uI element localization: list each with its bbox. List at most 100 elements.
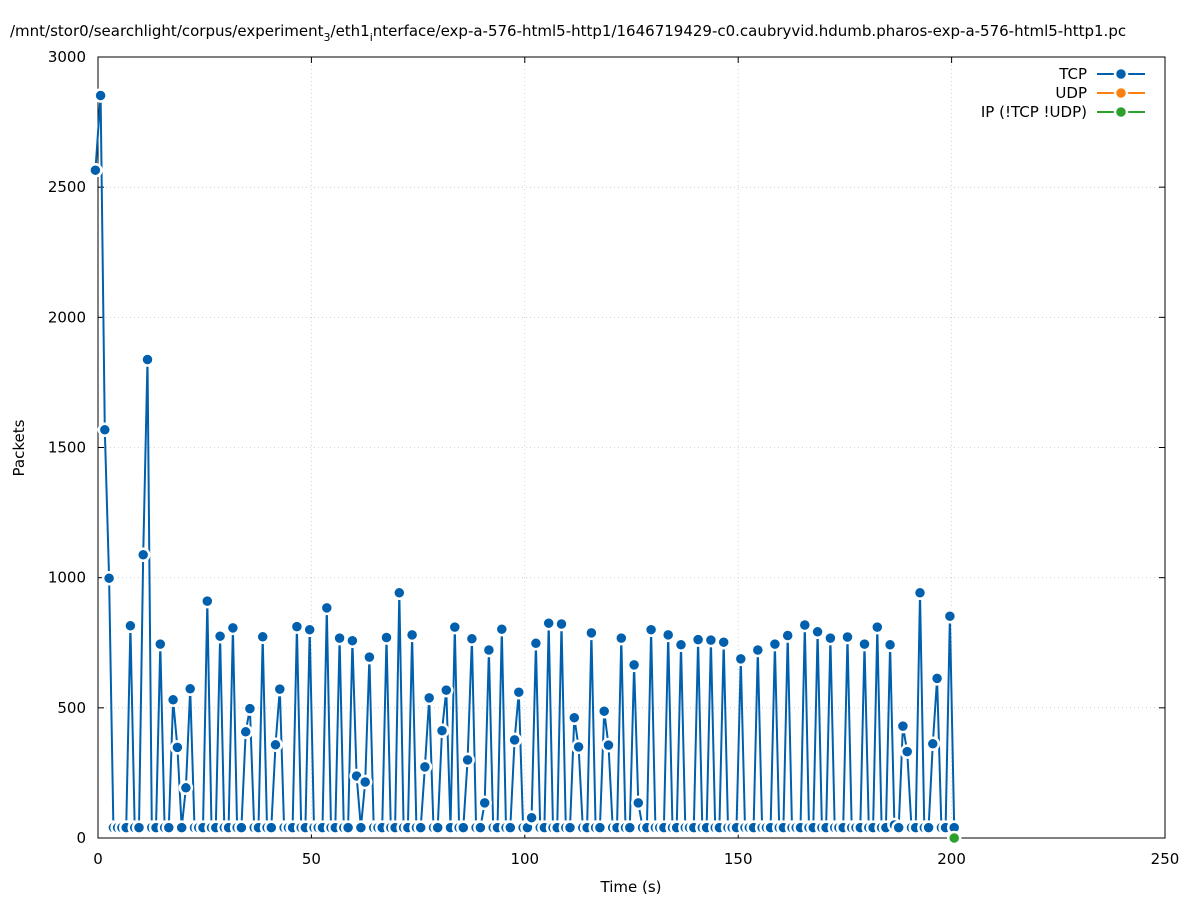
data-point xyxy=(733,651,749,667)
series-2 xyxy=(946,830,962,846)
data-point xyxy=(473,820,488,835)
data-point xyxy=(161,820,177,835)
data-point xyxy=(929,671,945,686)
data-point xyxy=(93,88,108,103)
y-tick-label: 500 xyxy=(57,699,86,717)
data-point xyxy=(289,619,305,634)
data-point xyxy=(268,737,283,753)
data-point xyxy=(417,759,433,775)
data-point xyxy=(135,547,151,563)
data-point xyxy=(464,631,480,647)
legend-marker xyxy=(1113,104,1129,120)
x-tick-label: 150 xyxy=(724,850,753,868)
data-point xyxy=(447,619,463,635)
data-point xyxy=(528,636,544,651)
data-point xyxy=(840,629,855,645)
data-point xyxy=(340,820,356,835)
legend-entry: IP (!TCP !UDP) xyxy=(981,103,1145,121)
data-point xyxy=(562,820,578,835)
data-point xyxy=(946,830,962,846)
data-point xyxy=(178,780,194,796)
data-point xyxy=(421,690,437,706)
legend-marker xyxy=(1113,66,1129,82)
data-point xyxy=(140,352,155,367)
legend-label: IP (!TCP !UDP) xyxy=(981,103,1087,121)
data-point xyxy=(716,634,731,650)
data-point xyxy=(596,703,612,719)
data-point xyxy=(392,585,407,601)
data-point xyxy=(153,636,168,652)
y-tick-label: 0 xyxy=(76,829,86,847)
grid xyxy=(98,57,1165,838)
x-tick-label: 50 xyxy=(302,850,321,868)
data-point xyxy=(895,718,911,734)
data-point xyxy=(601,737,616,753)
data-point xyxy=(225,620,241,636)
x-tick-label: 200 xyxy=(937,850,966,868)
data-point xyxy=(554,616,569,632)
data-point xyxy=(891,820,906,835)
data-point xyxy=(857,636,872,652)
data-point xyxy=(494,621,510,637)
data-point xyxy=(302,622,317,637)
data-point xyxy=(511,684,527,700)
data-point xyxy=(524,810,539,825)
y-tick-label: 3000 xyxy=(48,48,86,66)
data-point xyxy=(626,657,642,673)
data-point xyxy=(925,736,941,752)
chart-title: /mnt/stor0/searchlight/corpus/experiment… xyxy=(10,22,1126,44)
data-point xyxy=(460,752,475,768)
data-point xyxy=(703,632,719,648)
series-layer xyxy=(88,88,962,846)
y-axis-label: Packets xyxy=(10,419,28,476)
data-point xyxy=(165,692,181,708)
data-point xyxy=(272,681,288,697)
series-0 xyxy=(88,88,962,835)
data-point xyxy=(592,820,608,835)
data-point xyxy=(481,642,497,658)
legend-entry: UDP xyxy=(1055,84,1145,102)
data-point xyxy=(131,820,147,835)
data-point xyxy=(507,732,522,748)
x-tick-label: 250 xyxy=(1151,850,1180,868)
data-point xyxy=(584,625,599,641)
data-point xyxy=(810,624,825,640)
data-point xyxy=(780,628,795,643)
data-point xyxy=(255,629,270,645)
data-point xyxy=(434,723,450,738)
data-point xyxy=(362,649,377,665)
data-point xyxy=(439,682,454,698)
data-point xyxy=(477,795,492,811)
data-point xyxy=(912,585,928,601)
data-point xyxy=(660,627,676,643)
data-point xyxy=(942,608,958,624)
data-point xyxy=(88,162,103,178)
data-point xyxy=(921,820,936,835)
data-point xyxy=(899,744,915,759)
data-point xyxy=(456,820,471,835)
data-point xyxy=(673,637,689,653)
data-point xyxy=(882,637,898,653)
data-point xyxy=(643,622,659,637)
data-point xyxy=(242,701,258,716)
data-point xyxy=(430,820,445,835)
data-point xyxy=(123,618,138,634)
data-point xyxy=(823,630,838,646)
data-point xyxy=(234,820,249,835)
data-point xyxy=(101,570,117,586)
data-point xyxy=(750,642,766,658)
y-tick-label: 2000 xyxy=(48,308,86,326)
data-point xyxy=(353,820,369,835)
data-point xyxy=(97,422,113,438)
data-point xyxy=(319,600,335,616)
data-point xyxy=(614,630,629,646)
data-point xyxy=(357,774,373,790)
y-tick-label: 1500 xyxy=(48,439,86,457)
data-point xyxy=(332,630,347,646)
data-point xyxy=(379,630,394,645)
y-tick-label: 1000 xyxy=(48,569,86,587)
legend-label: UDP xyxy=(1055,84,1087,102)
